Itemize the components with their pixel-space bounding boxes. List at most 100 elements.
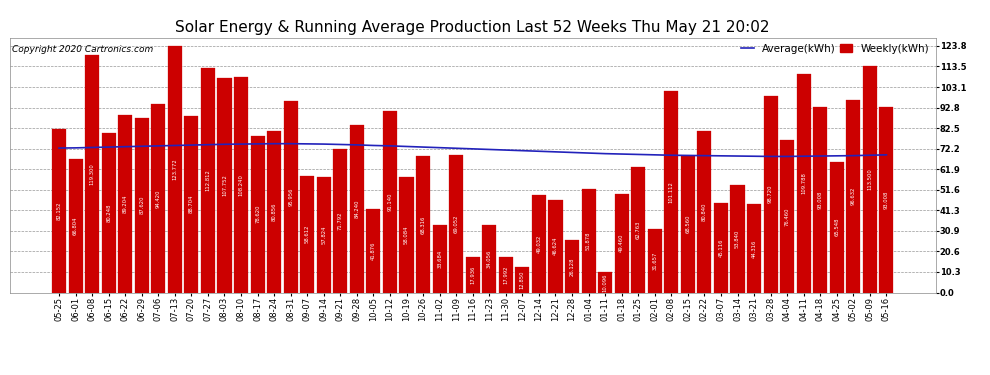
Text: 68.560: 68.560 — [685, 215, 690, 234]
Bar — [201, 68, 215, 292]
Bar — [499, 256, 513, 292]
Text: 98.720: 98.720 — [768, 185, 773, 203]
Text: 87.620: 87.620 — [140, 196, 145, 214]
Text: 113.500: 113.500 — [867, 169, 872, 190]
Bar — [714, 202, 728, 292]
Bar — [846, 100, 860, 292]
Bar — [763, 96, 777, 292]
Bar — [300, 176, 314, 292]
Bar — [581, 189, 596, 292]
Text: 66.804: 66.804 — [73, 217, 78, 235]
Legend: Average(kWh), Weekly(kWh): Average(kWh), Weekly(kWh) — [741, 43, 931, 55]
Bar — [632, 168, 645, 292]
Bar — [879, 107, 893, 292]
Bar — [615, 194, 629, 292]
Text: 76.460: 76.460 — [785, 207, 790, 226]
Text: 12.850: 12.850 — [520, 270, 525, 289]
Text: 119.300: 119.300 — [90, 163, 95, 184]
Bar — [151, 104, 165, 292]
Bar — [565, 240, 579, 292]
Text: 101.112: 101.112 — [669, 181, 674, 203]
Bar — [731, 185, 744, 292]
Text: 69.052: 69.052 — [453, 214, 458, 233]
Text: 123.772: 123.772 — [172, 158, 177, 180]
Text: 78.620: 78.620 — [255, 205, 260, 224]
Text: 49.032: 49.032 — [537, 234, 542, 253]
Text: 65.548: 65.548 — [835, 218, 840, 237]
Bar — [863, 66, 877, 292]
Text: 94.420: 94.420 — [155, 189, 160, 208]
Bar — [168, 46, 182, 292]
Bar — [433, 225, 446, 292]
Bar — [400, 177, 414, 292]
Title: Solar Energy & Running Average Production Last 52 Weeks Thu May 21 20:02: Solar Energy & Running Average Productio… — [175, 20, 770, 35]
Text: 34.056: 34.056 — [487, 249, 492, 268]
Text: 84.240: 84.240 — [354, 200, 359, 218]
Bar — [516, 267, 530, 292]
Bar — [813, 107, 828, 292]
Text: 62.763: 62.763 — [636, 221, 641, 239]
Text: 10.096: 10.096 — [603, 273, 608, 292]
Bar — [135, 118, 148, 292]
Text: 53.840: 53.840 — [735, 230, 740, 248]
Bar — [383, 111, 397, 292]
Bar — [465, 257, 480, 292]
Bar — [449, 155, 463, 292]
Text: 89.204: 89.204 — [123, 194, 128, 213]
Bar — [102, 133, 116, 292]
Bar — [697, 132, 712, 292]
Text: 107.752: 107.752 — [222, 174, 227, 196]
Text: 49.460: 49.460 — [619, 234, 624, 252]
Bar — [334, 150, 347, 292]
Text: 91.140: 91.140 — [387, 192, 392, 211]
Bar — [747, 204, 761, 292]
Text: 17.936: 17.936 — [470, 266, 475, 284]
Bar — [830, 162, 843, 292]
Bar — [85, 55, 99, 292]
Bar — [51, 129, 66, 292]
Text: 93.008: 93.008 — [818, 190, 823, 209]
Bar — [780, 140, 794, 292]
Bar — [548, 200, 562, 292]
Text: 82.152: 82.152 — [56, 201, 61, 220]
Bar — [647, 230, 661, 292]
Text: 46.624: 46.624 — [553, 237, 558, 255]
Text: 51.878: 51.878 — [586, 232, 591, 250]
Text: 58.084: 58.084 — [404, 225, 409, 244]
Bar — [118, 115, 133, 292]
Bar — [664, 91, 678, 292]
Bar — [284, 101, 298, 292]
Bar — [234, 77, 248, 292]
Text: 80.248: 80.248 — [106, 203, 111, 222]
Text: 71.792: 71.792 — [338, 212, 343, 230]
Bar — [68, 159, 82, 292]
Text: 68.316: 68.316 — [421, 215, 426, 234]
Text: 44.316: 44.316 — [751, 239, 756, 258]
Text: 45.116: 45.116 — [719, 238, 724, 257]
Text: 26.128: 26.128 — [569, 257, 574, 276]
Text: 41.876: 41.876 — [371, 242, 376, 260]
Bar — [317, 177, 331, 292]
Bar — [598, 272, 612, 292]
Text: 93.008: 93.008 — [884, 190, 889, 209]
Text: 57.824: 57.824 — [322, 226, 327, 244]
Bar — [532, 195, 545, 292]
Text: 31.657: 31.657 — [652, 252, 657, 270]
Bar — [416, 156, 430, 292]
Text: 88.704: 88.704 — [189, 195, 194, 213]
Text: 17.992: 17.992 — [503, 266, 508, 284]
Text: Copyright 2020 Cartronics.com: Copyright 2020 Cartronics.com — [12, 45, 153, 54]
Text: 80.840: 80.840 — [702, 203, 707, 221]
Bar — [681, 156, 695, 292]
Bar — [250, 136, 264, 292]
Text: 96.632: 96.632 — [850, 187, 855, 206]
Bar — [482, 225, 496, 292]
Text: 112.812: 112.812 — [206, 169, 211, 191]
Bar — [366, 209, 380, 292]
Text: 58.612: 58.612 — [305, 225, 310, 243]
Bar — [349, 124, 364, 292]
Text: 33.684: 33.684 — [438, 250, 443, 268]
Bar — [267, 131, 281, 292]
Bar — [184, 116, 198, 292]
Bar — [797, 74, 811, 292]
